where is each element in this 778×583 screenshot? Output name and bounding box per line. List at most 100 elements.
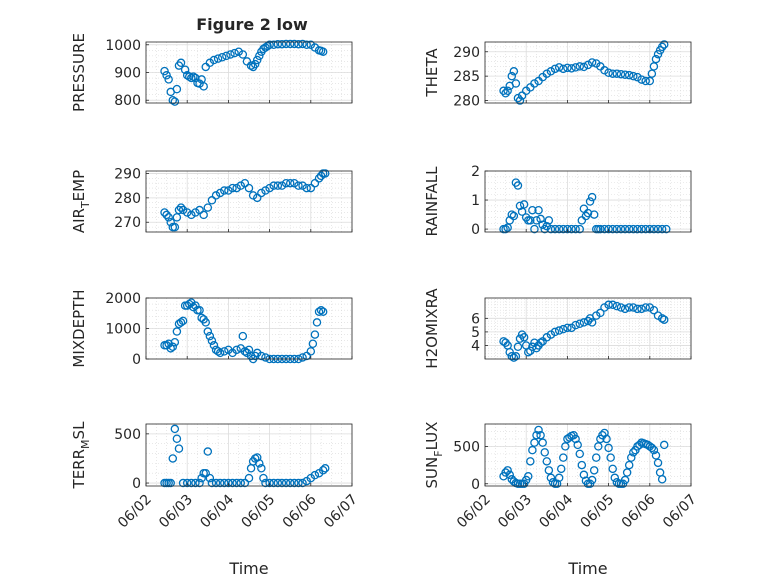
data-point bbox=[561, 442, 570, 451]
data-point bbox=[205, 331, 215, 341]
data-point bbox=[240, 347, 250, 356]
data-point bbox=[170, 222, 180, 232]
data-point bbox=[211, 191, 221, 200]
data-point bbox=[503, 466, 512, 475]
axes-box bbox=[145, 170, 353, 233]
data-point bbox=[176, 58, 186, 68]
data-point bbox=[318, 307, 328, 316]
y-tick-label: 800 bbox=[114, 93, 141, 109]
data-point bbox=[199, 82, 208, 91]
data-point bbox=[645, 76, 655, 86]
data-point bbox=[222, 51, 231, 61]
data-point bbox=[608, 224, 617, 234]
data-point bbox=[187, 210, 196, 220]
data-point bbox=[220, 347, 229, 356]
data-point bbox=[554, 473, 564, 483]
data-point bbox=[306, 183, 316, 193]
data-point bbox=[205, 473, 215, 483]
data-point bbox=[530, 79, 539, 88]
data-point bbox=[546, 473, 556, 483]
data-point bbox=[641, 224, 650, 234]
data-point bbox=[511, 352, 521, 361]
data-point bbox=[620, 304, 630, 314]
data-point bbox=[542, 457, 552, 466]
y-tick-label: 2000 bbox=[105, 291, 141, 307]
data-point bbox=[302, 183, 311, 193]
y-tick-label: 290 bbox=[114, 166, 141, 182]
y-axis-label: TERRMSL bbox=[70, 421, 92, 490]
y-tick-label: 500 bbox=[114, 427, 141, 443]
data-point bbox=[189, 72, 198, 81]
data-point bbox=[160, 208, 169, 217]
data-point bbox=[236, 181, 246, 190]
data-point bbox=[277, 39, 287, 49]
y-axis-label: H2OMIXRA bbox=[423, 288, 441, 369]
data-point bbox=[517, 91, 527, 100]
data-point bbox=[604, 443, 613, 453]
x-axis-label: Time bbox=[567, 559, 607, 578]
data-point bbox=[602, 434, 611, 444]
data-point bbox=[180, 65, 190, 74]
data-point bbox=[294, 181, 303, 190]
data-point bbox=[659, 315, 669, 324]
y-tick-label: 280 bbox=[453, 94, 480, 110]
data-point bbox=[238, 50, 248, 59]
data-point bbox=[320, 464, 330, 473]
data-point bbox=[637, 75, 646, 84]
data-point bbox=[314, 174, 324, 183]
data-point bbox=[281, 39, 291, 49]
y-tick-label: 280 bbox=[114, 191, 141, 207]
data-point bbox=[567, 224, 576, 234]
data-point bbox=[515, 201, 525, 211]
data-point bbox=[511, 79, 521, 88]
figure-title: Figure 2 low bbox=[196, 15, 308, 34]
data-point bbox=[257, 188, 266, 198]
data-point bbox=[534, 205, 543, 215]
data-point bbox=[587, 58, 597, 67]
subplot-theta: 280 285 290 THETA bbox=[423, 40, 692, 110]
data-point bbox=[554, 224, 564, 234]
data-point bbox=[209, 341, 219, 350]
data-point bbox=[197, 473, 206, 483]
axes-box bbox=[484, 41, 692, 104]
data-point bbox=[226, 50, 235, 59]
data-point bbox=[594, 442, 603, 451]
data-point bbox=[624, 460, 634, 470]
data-point bbox=[645, 224, 655, 234]
data-point bbox=[178, 316, 188, 326]
data-point bbox=[604, 300, 613, 310]
data-point bbox=[162, 210, 171, 220]
data-point bbox=[596, 224, 605, 234]
data-point bbox=[290, 178, 299, 188]
data-point bbox=[519, 200, 529, 209]
data-point bbox=[290, 478, 299, 488]
data-point bbox=[215, 478, 225, 488]
data-point bbox=[604, 224, 613, 234]
data-point bbox=[637, 224, 646, 234]
data-point bbox=[209, 55, 219, 65]
data-point bbox=[273, 478, 283, 488]
data-point bbox=[501, 224, 510, 234]
data-point bbox=[310, 470, 320, 480]
y-axis-label: MIXDEPTH bbox=[70, 289, 88, 367]
data-point bbox=[629, 448, 638, 457]
data-point bbox=[215, 348, 225, 358]
subplot-pressure: 800 900 1000 PRESSURE bbox=[70, 33, 353, 112]
y-tick-label: 0 bbox=[132, 352, 141, 368]
data-point bbox=[252, 193, 262, 203]
data-point bbox=[633, 304, 642, 314]
data-point bbox=[563, 224, 572, 234]
data-point bbox=[629, 303, 638, 312]
data-point bbox=[285, 478, 295, 488]
data-point bbox=[160, 66, 169, 76]
y-tick-label: 0 bbox=[471, 477, 480, 493]
data-point bbox=[306, 347, 316, 356]
data-point bbox=[257, 464, 266, 473]
data-point bbox=[565, 433, 574, 442]
data-point bbox=[622, 468, 632, 477]
data-point bbox=[162, 71, 171, 80]
data-point bbox=[298, 39, 307, 49]
data-point bbox=[248, 191, 258, 200]
data-point bbox=[505, 470, 514, 480]
data-point bbox=[563, 323, 572, 333]
